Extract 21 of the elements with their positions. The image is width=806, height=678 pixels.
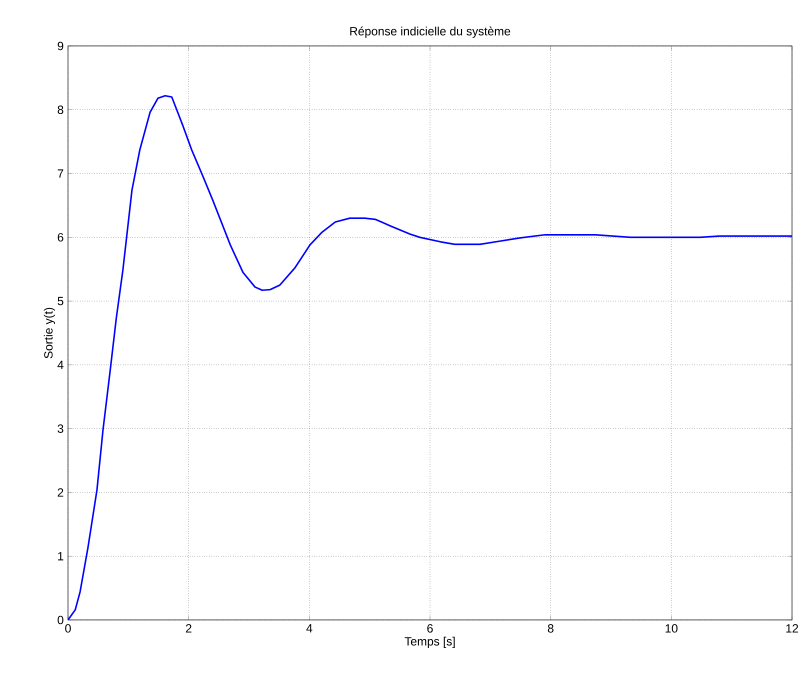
x-tick-label: 0: [65, 624, 71, 633]
y-tick-label: 2: [58, 488, 64, 497]
x-tick-label: 12: [786, 624, 798, 633]
y-tick-label: 4: [57, 360, 64, 369]
chart-title: Réponse indicielle du système: [350, 26, 510, 38]
x-tick-label: 6: [427, 624, 433, 633]
x-tick-label: 10: [666, 624, 678, 633]
y-tick-label: 3: [58, 424, 64, 433]
y-tick-label: 0: [58, 616, 64, 624]
y-tick-label: 7: [58, 169, 64, 178]
x-tick-label: 2: [186, 624, 192, 633]
line-series: [68, 94, 792, 620]
x-tick-label: 4: [306, 624, 312, 632]
y-axis-title: Sortie y(t): [44, 308, 56, 358]
y-tick-label: 8: [58, 106, 64, 114]
y-tick-label: 6: [58, 233, 64, 242]
y-tick-label: 9: [58, 42, 64, 50]
x-tick-label: 8: [548, 624, 554, 633]
x-axis-title: Temps [s]: [404, 636, 455, 648]
y-tick-label: 5: [58, 296, 64, 306]
y-tick-label: 1: [58, 552, 64, 560]
